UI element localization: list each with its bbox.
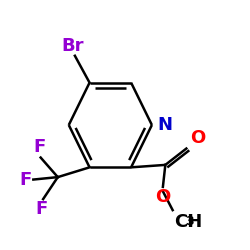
- Text: F: F: [36, 200, 48, 218]
- Text: O: O: [190, 128, 205, 146]
- Text: F: F: [33, 138, 46, 156]
- Text: 3: 3: [185, 215, 194, 228]
- Text: F: F: [20, 170, 32, 188]
- Text: Br: Br: [61, 36, 84, 54]
- Text: N: N: [157, 116, 172, 134]
- Text: CH: CH: [174, 212, 202, 230]
- Text: O: O: [155, 188, 170, 206]
